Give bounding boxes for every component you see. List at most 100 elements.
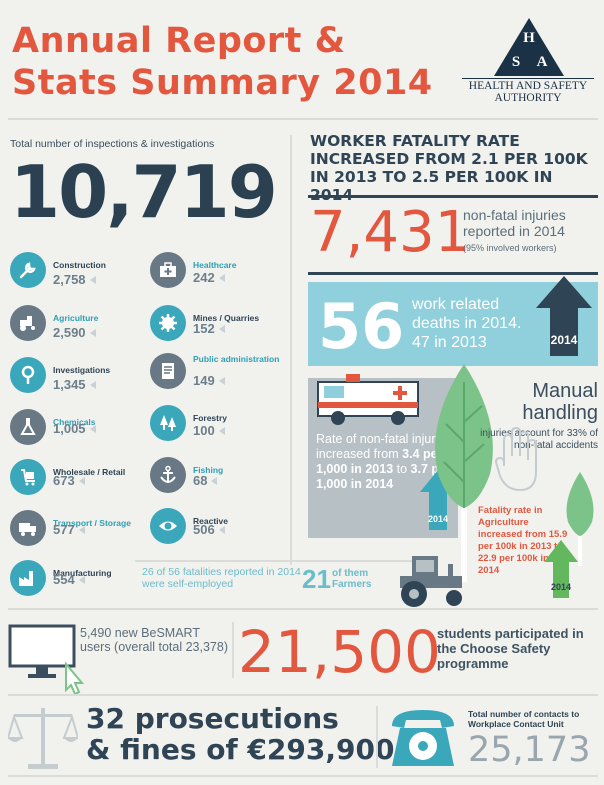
report-title: Annual Report & Stats Summary 2014: [12, 20, 433, 104]
trolley-icon: [10, 459, 46, 495]
category-value: 152: [193, 321, 225, 336]
self-employed-text: 26 of 56 fatalities reported in 2014 wer…: [142, 566, 301, 590]
category-value: 68: [193, 473, 217, 488]
agriculture-up-arrow-icon: 2014: [544, 540, 578, 598]
nonfatal-text: non-fatal injuries reported in 2014: [463, 207, 566, 239]
manual-handling-heading: Manual handling: [522, 380, 598, 424]
category-name: Investigations: [53, 365, 111, 375]
eye-icon: [150, 508, 186, 544]
logo-letter-a: A: [537, 54, 548, 70]
category-value: 673: [53, 473, 85, 488]
logo-letter-h: H: [523, 30, 535, 46]
category-name: Mines / Quarries: [193, 313, 260, 323]
logo-text: HEALTH AND SAFETY AUTHORITY: [462, 78, 594, 104]
agriculture-fatality-text: Fatality rate in Agriculture increased f…: [478, 505, 568, 576]
inspections-label: Total number of inspections & investigat…: [10, 138, 215, 150]
logo-line-1: HEALTH AND SAFETY: [468, 80, 588, 92]
category-name: Agriculture: [53, 313, 99, 323]
category-wholesale-retail: Wholesale / Retail 673: [10, 459, 140, 507]
students-text: students participated in the Choose Safe…: [437, 626, 584, 671]
document-icon: [150, 353, 186, 389]
category-name: Transport / Storage: [53, 518, 131, 528]
category-transport-storage: Transport / Storage 577: [10, 510, 140, 558]
deaths-up-arrow-icon: 2014: [536, 276, 592, 356]
computer-monitor-icon: [8, 624, 85, 696]
category-chemicals: Chemicals 1,005: [10, 409, 140, 457]
category-value: 149: [193, 373, 225, 388]
logo-letter-s: S: [512, 54, 520, 70]
category-manufacturing: Manufacturing 554: [10, 560, 140, 608]
category-investigations: Investigations 1,345: [10, 357, 140, 405]
title-line-1: Annual Report &: [12, 21, 346, 61]
selfemployed-rule: [135, 560, 435, 562]
category-name: Forestry: [193, 413, 228, 423]
factory-icon: [10, 560, 46, 596]
mid-divider: [8, 608, 598, 610]
fatality-headline: WORKER FATALITY RATE INCREASED FROM 2.1 …: [310, 132, 588, 204]
tractor-icon: [10, 305, 46, 341]
truck-icon: [10, 510, 46, 546]
category-mines-quarries: Mines / Quarries 152: [150, 305, 280, 353]
contacts-number: 25,173: [468, 730, 591, 770]
header-divider: [8, 118, 598, 120]
rate-text-a: Rate of non-fatal injuries increased fro…: [316, 432, 452, 461]
logo-line-2: AUTHORITY: [494, 92, 562, 104]
category-agriculture: Agriculture 2,590: [10, 305, 140, 353]
nonfatal-subtext: (95% involved workers): [463, 243, 557, 253]
magnifier-icon: [10, 357, 46, 393]
category-reactive: Reactive 506: [150, 508, 280, 556]
category-name: Reactive: [193, 516, 228, 526]
besmart-text: 5,490 new BeSMART users (overall total 2…: [80, 626, 228, 654]
lower-divider: [8, 694, 598, 696]
title-line-2: Stats Summary 2014: [12, 63, 433, 103]
rate-bold-a: 3.4 per 1,000 in 2013: [316, 447, 443, 476]
hand-icon: [494, 426, 537, 492]
prosecutions-text: 32 prosecutions & fines of €293,900: [86, 703, 394, 765]
tractor-illustration-icon: [400, 556, 462, 607]
large-leaf-tree-icon: [435, 364, 493, 582]
contacts-divider: [376, 706, 378, 768]
telephone-icon: [392, 710, 454, 766]
category-name: Healthcare: [193, 260, 237, 270]
nonfatal-number: 7,431: [310, 200, 471, 265]
trees-icon: [150, 405, 186, 441]
logo-triangle-icon: H S A: [494, 18, 564, 76]
contacts-label: Total number of contacts to Workplace Co…: [468, 709, 580, 729]
category-name: Fishing: [193, 465, 224, 475]
hsa-logo: H S A HEALTH AND SAFETY AUTHORITY: [462, 18, 594, 104]
footer-rule: [8, 775, 598, 777]
vertical-divider: [290, 135, 292, 565]
category-name: Public administration: [193, 354, 280, 364]
ambulance-icon: [317, 374, 419, 425]
category-healthcare: Healthcare 242: [150, 252, 280, 300]
category-construction: Construction 2,758: [10, 252, 140, 300]
category-value: 2,590: [53, 325, 96, 340]
category-value: 1,005: [53, 421, 96, 436]
prosecutions-line-1: 32 prosecutions: [86, 702, 339, 735]
category-name: Construction: [53, 260, 106, 270]
scales-of-justice-icon: [8, 708, 78, 769]
inspections-total: 10,719: [10, 150, 278, 234]
category-value: 577: [53, 522, 85, 537]
besmart-divider: [232, 622, 234, 678]
deaths-text: work related deaths in 2014. 47 in 2013: [412, 296, 522, 351]
category-value: 506: [193, 522, 225, 537]
farmers-number: 21: [302, 564, 331, 594]
manual-handling-text: injuries account for 33% of non-fatal ac…: [480, 428, 598, 451]
rate-year: 2014: [428, 514, 448, 524]
category-value: 1,345: [53, 377, 96, 392]
nonfatal-rule: [308, 272, 598, 275]
medical-bag-icon: [150, 252, 186, 288]
students-number: 21,500: [238, 618, 441, 686]
category-value: 100: [193, 423, 225, 438]
category-fishing: Fishing 68: [150, 457, 280, 505]
deaths-year: 2014: [551, 333, 578, 347]
wrench-icon: [10, 252, 46, 288]
category-value: 242: [193, 270, 225, 285]
prosecutions-line-2: & fines of €293,900: [86, 733, 395, 766]
farmers-text: of them Farmers: [332, 568, 372, 590]
small-leaf-tree-icon: [566, 472, 594, 566]
agriculture-year: 2014: [551, 582, 571, 592]
category-value: 2,758: [53, 272, 96, 287]
gear-icon: [150, 305, 186, 341]
